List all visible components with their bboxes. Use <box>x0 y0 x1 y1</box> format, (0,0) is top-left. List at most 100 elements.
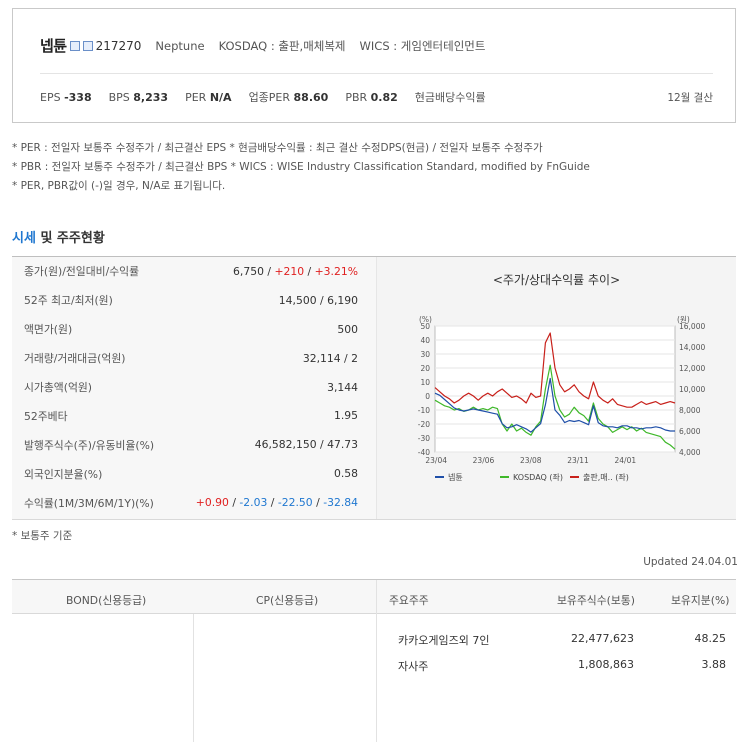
price-row-value: +0.90 / -2.03 / -22.50 / -32.84 <box>173 488 376 517</box>
right-tick-label: 10,000 <box>679 385 705 394</box>
section-top-border <box>12 256 736 257</box>
price-row-label: 외국인지분율(%) <box>24 467 103 481</box>
market-category: KOSDAQ : 출판,매체복제 <box>218 38 346 53</box>
price-row-value: 0.58 <box>173 459 376 488</box>
series-line <box>434 332 676 408</box>
price-row: 액면가(원) 500 <box>12 315 376 344</box>
stat-eps: EPS -338 <box>40 90 92 104</box>
right-tick-label: 16,000 <box>679 322 705 331</box>
left-tick-label: 0 <box>425 392 430 401</box>
wics-category: WICS : 게임엔터테인먼트 <box>359 38 486 53</box>
value-part: -2.03 <box>239 496 268 510</box>
shares-held-header: 보유주식수(보통) <box>557 594 635 607</box>
shareholder-name: 자사주 <box>398 660 429 673</box>
stat-per: PER N/A <box>185 90 232 104</box>
right-tick-label: 14,000 <box>679 343 705 352</box>
left-tick-label: 30 <box>420 350 430 359</box>
legend-label: KOSDAQ (좌) <box>513 473 563 482</box>
summary-divider <box>40 73 713 74</box>
stat-dividend-yield: 현금배당수익률 <box>414 91 486 104</box>
value-part: +0.90 <box>195 496 229 510</box>
value-part: 46,582,150 / 47.73 <box>254 438 358 452</box>
x-tick-label: 23/04 <box>425 456 447 465</box>
stat-industry-per: 업종PER 88.60 <box>248 91 329 104</box>
price-row: 종가(원)/전일대비/수익률 6,750 / +210 / +3.21% <box>12 257 376 286</box>
section-title-accent: 시세 <box>12 231 36 246</box>
price-row: 시가총액(억원) 3,144 <box>12 373 376 402</box>
left-axis-unit: (%) <box>419 315 432 324</box>
company-name: 넵튠 <box>40 37 67 55</box>
company-summary-box: 넵튠 217270 Neptune KOSDAQ : 출판,매체복제 WICS … <box>12 8 736 123</box>
cp-rating-header: CP(신용등급) <box>256 594 319 607</box>
shareholder-ratio: 48.25 <box>694 632 727 645</box>
report-icon[interactable] <box>69 40 80 51</box>
section-title-rest: 및 주주현황 <box>35 231 105 246</box>
price-row-label: 52주베타 <box>24 409 68 423</box>
left-tick-label: 20 <box>420 364 430 373</box>
x-tick-label: 23/08 <box>520 456 542 465</box>
price-table-panel: 종가(원)/전일대비/수익률 6,750 / +210 / +3.21% 52주 최… <box>12 257 376 519</box>
major-shareholder-header: 주요주주 <box>389 594 429 607</box>
price-row: 외국인지분율(%) 0.58 <box>12 459 376 488</box>
price-chart: 50 40 30 20 10 0 -10 -20 -30 -40 16,000 14,000 12,00… <box>418 315 705 482</box>
value-part: +210 <box>274 264 305 278</box>
footnotes: * PER : 전일자 보통주 수정주가 / 최근결산 EPS * 현금배당수익… <box>12 139 590 196</box>
value-part: 500 <box>337 322 358 336</box>
price-row-value: 3,144 <box>173 373 376 402</box>
stat-bps: BPS 8,233 <box>108 90 169 104</box>
company-title-row: 넵튠 217270 Neptune KOSDAQ : 출판,매체복제 WICS … <box>40 35 485 56</box>
value-part: / <box>267 496 278 510</box>
x-tick-label: 23/11 <box>567 456 589 465</box>
right-tick-label: 6,000 <box>679 427 701 436</box>
shareholder-shares: 22,477,623 <box>571 632 634 645</box>
price-row: 거래량/거래대금(억원) 32,114 / 2 <box>12 344 376 373</box>
series-line <box>434 364 676 450</box>
valuation-stats: EPS -338 BPS 8,233 PER N/A 업종PER 88.60 P… <box>40 89 503 105</box>
ownership-ratio-header: 보유지분(%) <box>671 594 730 607</box>
chart-title: <주가/상대수익률 추이> <box>492 273 621 287</box>
price-row: 수익률(1M/3M/6M/1Y)(%) +0.90 / -2.03 / -22.5… <box>12 488 376 517</box>
value-part: / <box>228 496 240 510</box>
left-tick-label: 50 <box>420 322 430 331</box>
chart-panel: <주가/상대수익률 추이> 50 40 30 20 10 0 -10 -20 -30 -40 16,… <box>377 257 736 519</box>
value-part: / <box>304 264 315 278</box>
price-row-value: 32,114 / 2 <box>173 344 376 373</box>
price-row-label: 52주 최고/최저(원) <box>24 294 113 308</box>
legend-label: 넵튠 <box>448 472 463 482</box>
left-tick-label: -10 <box>418 406 430 415</box>
footnote-pbr: * PBR : 전일자 보통주 수정주가 / 최근결산 BPS * WICS :… <box>12 161 590 173</box>
common-stock-note: * 보통주 기준 <box>12 530 73 542</box>
price-row: 발행주식수(주)/유동비율(%) 46,582,150 / 47.73 <box>12 430 376 459</box>
series-line <box>434 377 675 433</box>
left-tick-label: 40 <box>420 336 430 345</box>
bottom-table-top-border <box>12 579 736 580</box>
shareholder-shares: 1,808,863 <box>578 658 634 671</box>
company-english-name: Neptune <box>155 38 205 53</box>
price-row-value: 6,750 / +210 / +3.21% <box>173 257 376 286</box>
value-part: -22.50 <box>277 496 313 510</box>
settlement-month: 12월 결산 <box>667 92 713 104</box>
price-row-value: 1.95 <box>173 401 376 430</box>
left-tick-label: 10 <box>420 378 430 387</box>
print-icon[interactable] <box>82 40 93 51</box>
right-tick-label: 4,000 <box>679 448 701 457</box>
ratings-shareholders-divider <box>376 580 377 742</box>
panel-separator <box>376 257 377 519</box>
footnote-na: * PER, PBR값이 (-)일 경우, N/A로 표기됩니다. <box>12 180 226 192</box>
bottom-table-header <box>12 580 736 614</box>
x-tick-label: 24/01 <box>615 456 637 465</box>
value-part: 0.58 <box>333 467 358 481</box>
left-tick-label: -20 <box>418 420 430 429</box>
price-row-value: 500 <box>173 315 376 344</box>
price-row: 52주베타 1.95 <box>12 401 376 430</box>
price-table: 종가(원)/전일대비/수익률 6,750 / +210 / +3.21% 52주 최… <box>12 257 376 517</box>
x-tick-label: 23/06 <box>473 456 495 465</box>
section-title: 시세 및 주주현황 <box>12 227 105 246</box>
price-row: 52주 최고/최저(원) 14,500 / 6,190 <box>12 286 376 315</box>
price-row-value: 46,582,150 / 47.73 <box>173 430 376 459</box>
price-row-label: 수익률(1M/3M/6M/1Y)(%) <box>24 496 154 510</box>
price-row-label: 발행주식수(주)/유동비율(%) <box>24 438 155 452</box>
price-row-label: 종가(원)/전일대비/수익률 <box>24 265 140 279</box>
right-tick-label: 8,000 <box>679 406 701 415</box>
bond-cp-divider <box>193 614 194 742</box>
